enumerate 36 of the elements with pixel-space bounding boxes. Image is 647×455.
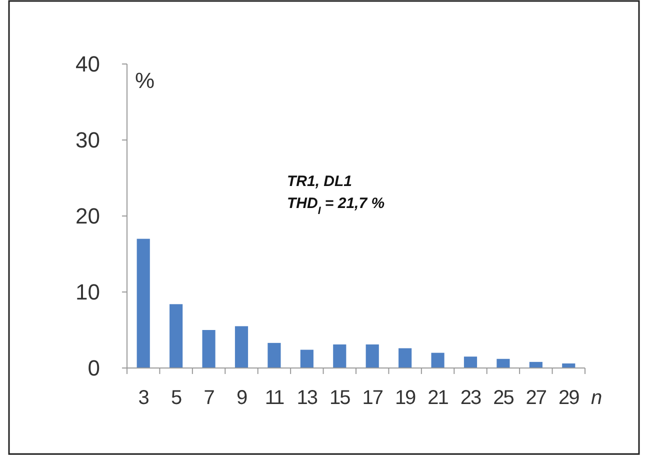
annotation: THD$_{I}$ = 21,7 % bbox=[287, 195, 385, 217]
bar bbox=[496, 358, 510, 368]
bar bbox=[431, 352, 444, 368]
x-tick-label: 7 bbox=[204, 387, 215, 409]
x-tick-label: 17 bbox=[362, 387, 384, 409]
y-axis-title: % bbox=[135, 68, 155, 93]
bar bbox=[268, 342, 281, 368]
bar bbox=[529, 362, 542, 368]
bar bbox=[300, 350, 314, 368]
annotation: TR1, DL1 bbox=[287, 173, 352, 190]
x-tick-label: 19 bbox=[394, 387, 416, 409]
bar bbox=[234, 326, 248, 368]
y-tick-label: 10 bbox=[76, 280, 100, 305]
x-tick-label: 27 bbox=[526, 387, 547, 409]
y-tick-label: 30 bbox=[76, 128, 100, 153]
x-tick-label: 25 bbox=[493, 387, 514, 409]
x-tick-label: 5 bbox=[171, 387, 182, 409]
x-tick-label: 21 bbox=[428, 387, 449, 409]
x-tick-label: 23 bbox=[460, 387, 482, 409]
bar bbox=[170, 304, 183, 368]
bar bbox=[333, 344, 346, 368]
x-tick-label: 29 bbox=[558, 387, 580, 409]
bar bbox=[202, 330, 216, 368]
x-tick-label: 9 bbox=[236, 387, 248, 409]
bar bbox=[366, 344, 379, 368]
x-tick-label: 13 bbox=[296, 387, 318, 409]
x-axis-title: n bbox=[591, 387, 602, 409]
x-tick-label: 3 bbox=[138, 387, 150, 409]
x-tick-label: 15 bbox=[330, 387, 351, 409]
bar bbox=[464, 356, 478, 368]
bar bbox=[136, 238, 150, 368]
bar bbox=[398, 348, 412, 368]
y-tick-label: 40 bbox=[76, 52, 100, 77]
y-tick-label: 0 bbox=[88, 356, 100, 381]
y-tick-label: 20 bbox=[76, 204, 100, 229]
x-tick-label: 11 bbox=[264, 387, 284, 409]
